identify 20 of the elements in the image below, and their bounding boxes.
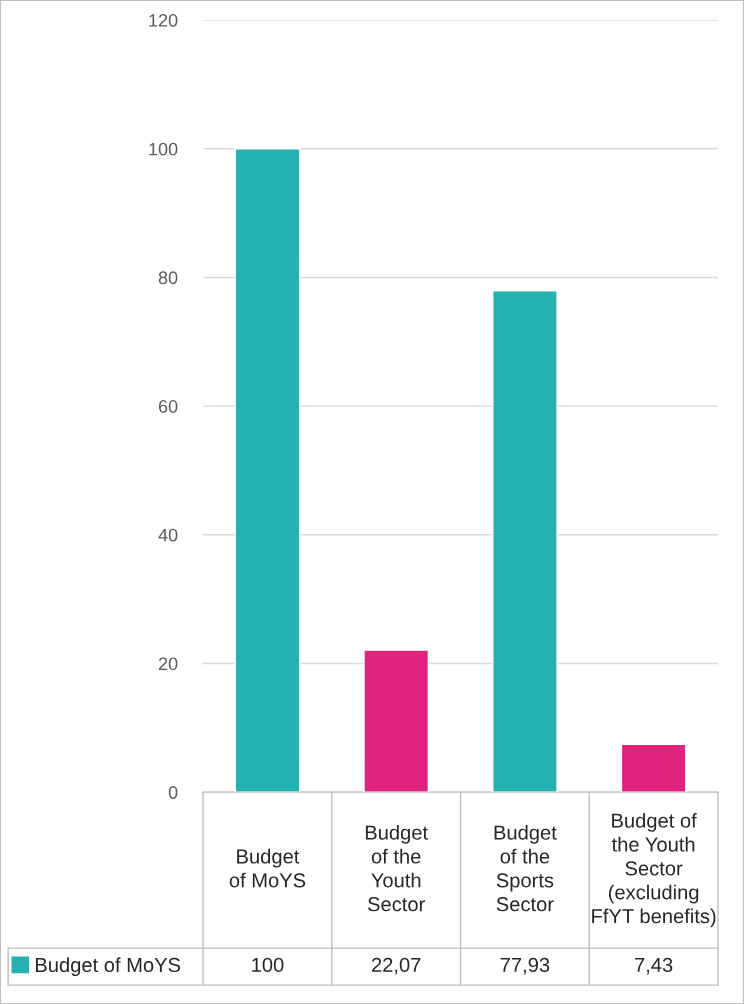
x-tick-label: Budget of the Youth Sector (excluding FfYT benefits) [592, 812, 716, 928]
y-tick-label: 120 [149, 14, 178, 27]
data-label: 22,07 [372, 957, 421, 975]
x-tick-label: Budget of the Youth Sector [365, 824, 428, 912]
y-tick-label: 20 [158, 657, 178, 671]
data-label: 77,93 [500, 957, 550, 975]
y-tick-label: 0 [168, 786, 178, 799]
x-tick-label: Budget of MoYS [229, 848, 306, 888]
legend-label: Budget of MoYS [36, 957, 181, 977]
data-label: 7,43 [635, 957, 673, 975]
bar [492, 290, 558, 793]
data-label: 100 [252, 957, 284, 973]
y-tick-label: 40 [158, 528, 178, 542]
y-tick-label: 80 [158, 271, 178, 285]
bar [234, 148, 301, 793]
x-tick-label: Budget of the Sports Sector [494, 824, 557, 912]
bar [363, 649, 430, 793]
bar [620, 743, 687, 793]
y-tick-label: 100 [149, 142, 178, 156]
y-tick-label: 60 [158, 400, 178, 413]
